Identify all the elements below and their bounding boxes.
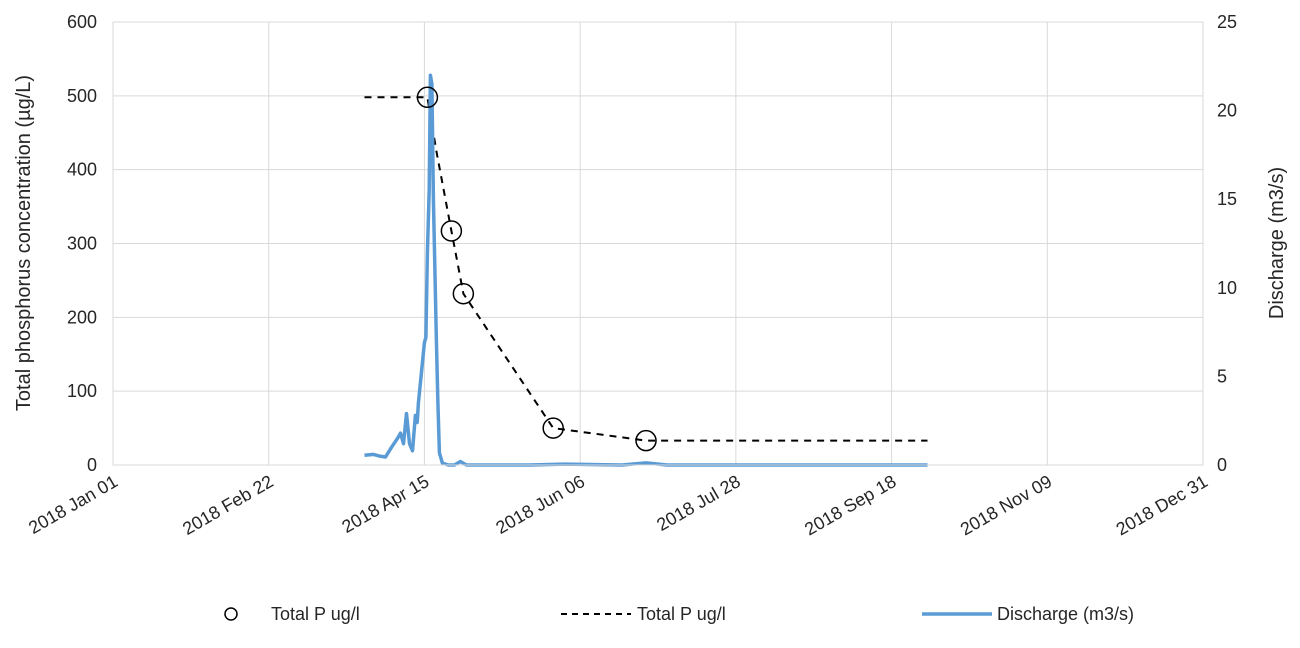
y-left-tick-label: 600: [67, 12, 97, 32]
y-axis-right-label: Discharge (m3/s): [1266, 167, 1288, 319]
y-right-tick-label: 10: [1217, 278, 1237, 298]
x-tick-label: 2018 Jul 28: [653, 471, 744, 535]
legend-item-discharge: Discharge (m3/s): [922, 604, 1134, 624]
x-tick-label: 2018 Jan 01: [25, 471, 121, 538]
legend-label: Total P ug/l: [271, 604, 360, 624]
y-right-tick-label: 15: [1217, 189, 1237, 209]
plot-area: [364, 73, 928, 467]
y-left-tick-label: 300: [67, 234, 97, 254]
legend-label: Discharge (m3/s): [997, 604, 1134, 624]
x-tick-label: 2018 Sep 18: [801, 471, 899, 539]
legend: Total P ug/l Total P ug/l Discharge (m3/…: [224, 604, 1134, 624]
legend-item-dashed: Total P ug/l: [561, 604, 726, 624]
data-point-marker: [416, 86, 439, 109]
data-point-marker: [542, 417, 564, 439]
series-line-total-p-dashed: [364, 96, 928, 442]
axes: 0 100 200 300 400 500 600 0 5 10 15 20 25 2018 Jan 01…: [25, 12, 1237, 540]
series-line-discharge: [364, 73, 928, 467]
x-tick-label: 2018 Jun 06: [492, 471, 588, 538]
data-point-marker: [452, 282, 475, 305]
y-left-tick-label: 0: [87, 455, 97, 475]
x-tick-label: 2018 Apr 15: [338, 471, 432, 537]
y-left-tick-label: 200: [67, 307, 97, 327]
legend-item-markers: Total P ug/l: [224, 604, 360, 624]
x-tick-label: 2018 Dec 31: [1113, 471, 1211, 539]
y-axis-left-label: Total phosphorus concentration (µg/L): [13, 75, 35, 411]
legend-label: Total P ug/l: [637, 604, 726, 624]
grid: [112, 21, 1204, 465]
y-left-tick-label: 400: [67, 160, 97, 180]
y-left-tick-label: 100: [67, 381, 97, 401]
y-left-tick-label: 500: [67, 86, 97, 106]
y-right-tick-label: 0: [1217, 455, 1227, 475]
data-point-marker: [440, 220, 463, 242]
legend-marker-circle: [224, 607, 238, 621]
y-right-tick-label: 5: [1217, 366, 1227, 386]
x-tick-label: 2018 Nov 09: [957, 471, 1055, 539]
x-tick-label: 2018 Feb 22: [179, 471, 277, 539]
data-point-marker: [635, 429, 657, 452]
y-right-tick-label: 20: [1217, 101, 1237, 121]
y-right-tick-label: 25: [1217, 12, 1237, 32]
